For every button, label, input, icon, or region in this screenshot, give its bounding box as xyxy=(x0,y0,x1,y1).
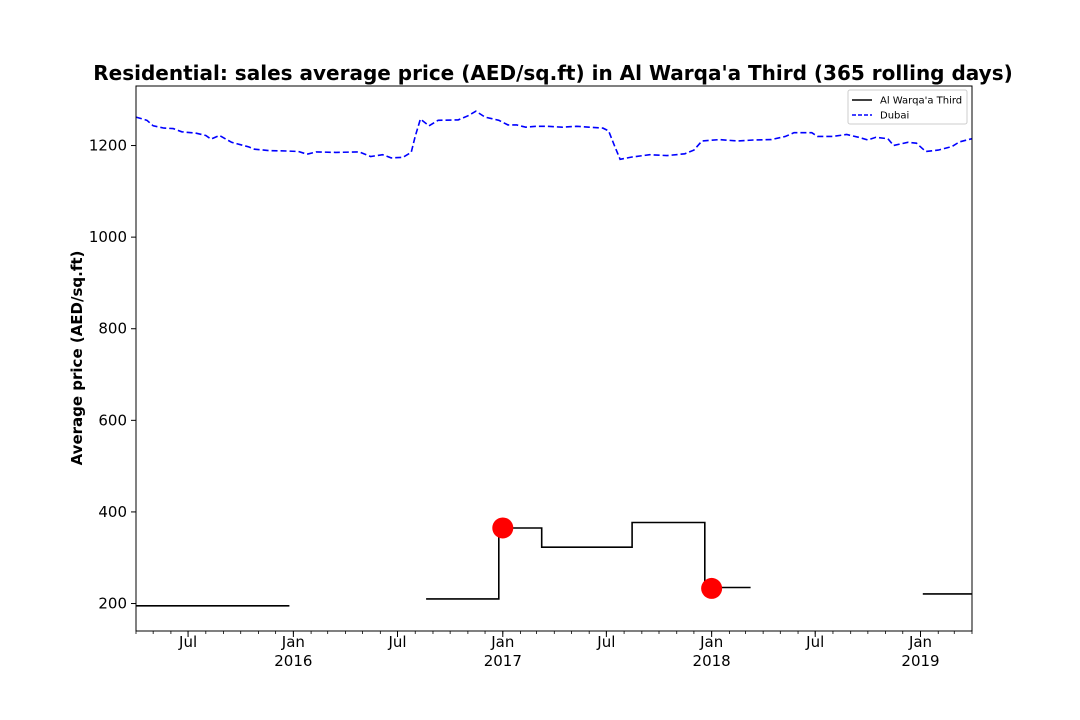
legend-label: Dubai xyxy=(880,111,909,122)
x-tick-year-label: 2016 xyxy=(274,652,312,670)
marker-point-0 xyxy=(492,517,514,539)
y-axis-label: Average price (AED/sq.ft) xyxy=(68,251,86,466)
x-tick-label: Jul xyxy=(178,633,197,651)
marker-layer xyxy=(492,517,723,599)
legend-label: Al Warqa'a Third xyxy=(880,96,962,107)
x-tick-label: Jul xyxy=(596,633,615,651)
x-tick-year-label: 2019 xyxy=(901,652,939,670)
legend: Al Warqa'a Third Dubai xyxy=(847,89,968,125)
plot-frame xyxy=(135,85,973,632)
series-0 xyxy=(136,521,972,607)
x-tick-label: Jan xyxy=(908,633,932,651)
chart-title: Residential: sales average price (AED/sq… xyxy=(93,61,1013,85)
x-tick-label: Jan xyxy=(281,633,305,651)
y-tick-label: 1000 xyxy=(89,228,127,246)
y-tick-label: 200 xyxy=(98,595,127,613)
x-tick-year-label: 2017 xyxy=(484,652,522,670)
y-tick-label: 600 xyxy=(98,411,127,429)
y-tick-label: 1200 xyxy=(89,137,127,155)
series-layer xyxy=(135,110,973,607)
y-tick-label: 800 xyxy=(98,320,127,338)
x-tick-label: Jan xyxy=(490,633,514,651)
x-tick-label: Jan xyxy=(699,633,723,651)
x-tick-label: Jul xyxy=(387,633,406,651)
marker-point-1 xyxy=(701,577,723,599)
series-line-1-0 xyxy=(135,110,973,161)
y-tick-label: 400 xyxy=(98,503,127,521)
x-tick-year-label: 2018 xyxy=(693,652,731,670)
series-line-0-1 xyxy=(426,521,751,600)
legend-box xyxy=(847,89,968,125)
x-tick-label: Jul xyxy=(805,633,824,651)
series-1 xyxy=(135,110,973,161)
